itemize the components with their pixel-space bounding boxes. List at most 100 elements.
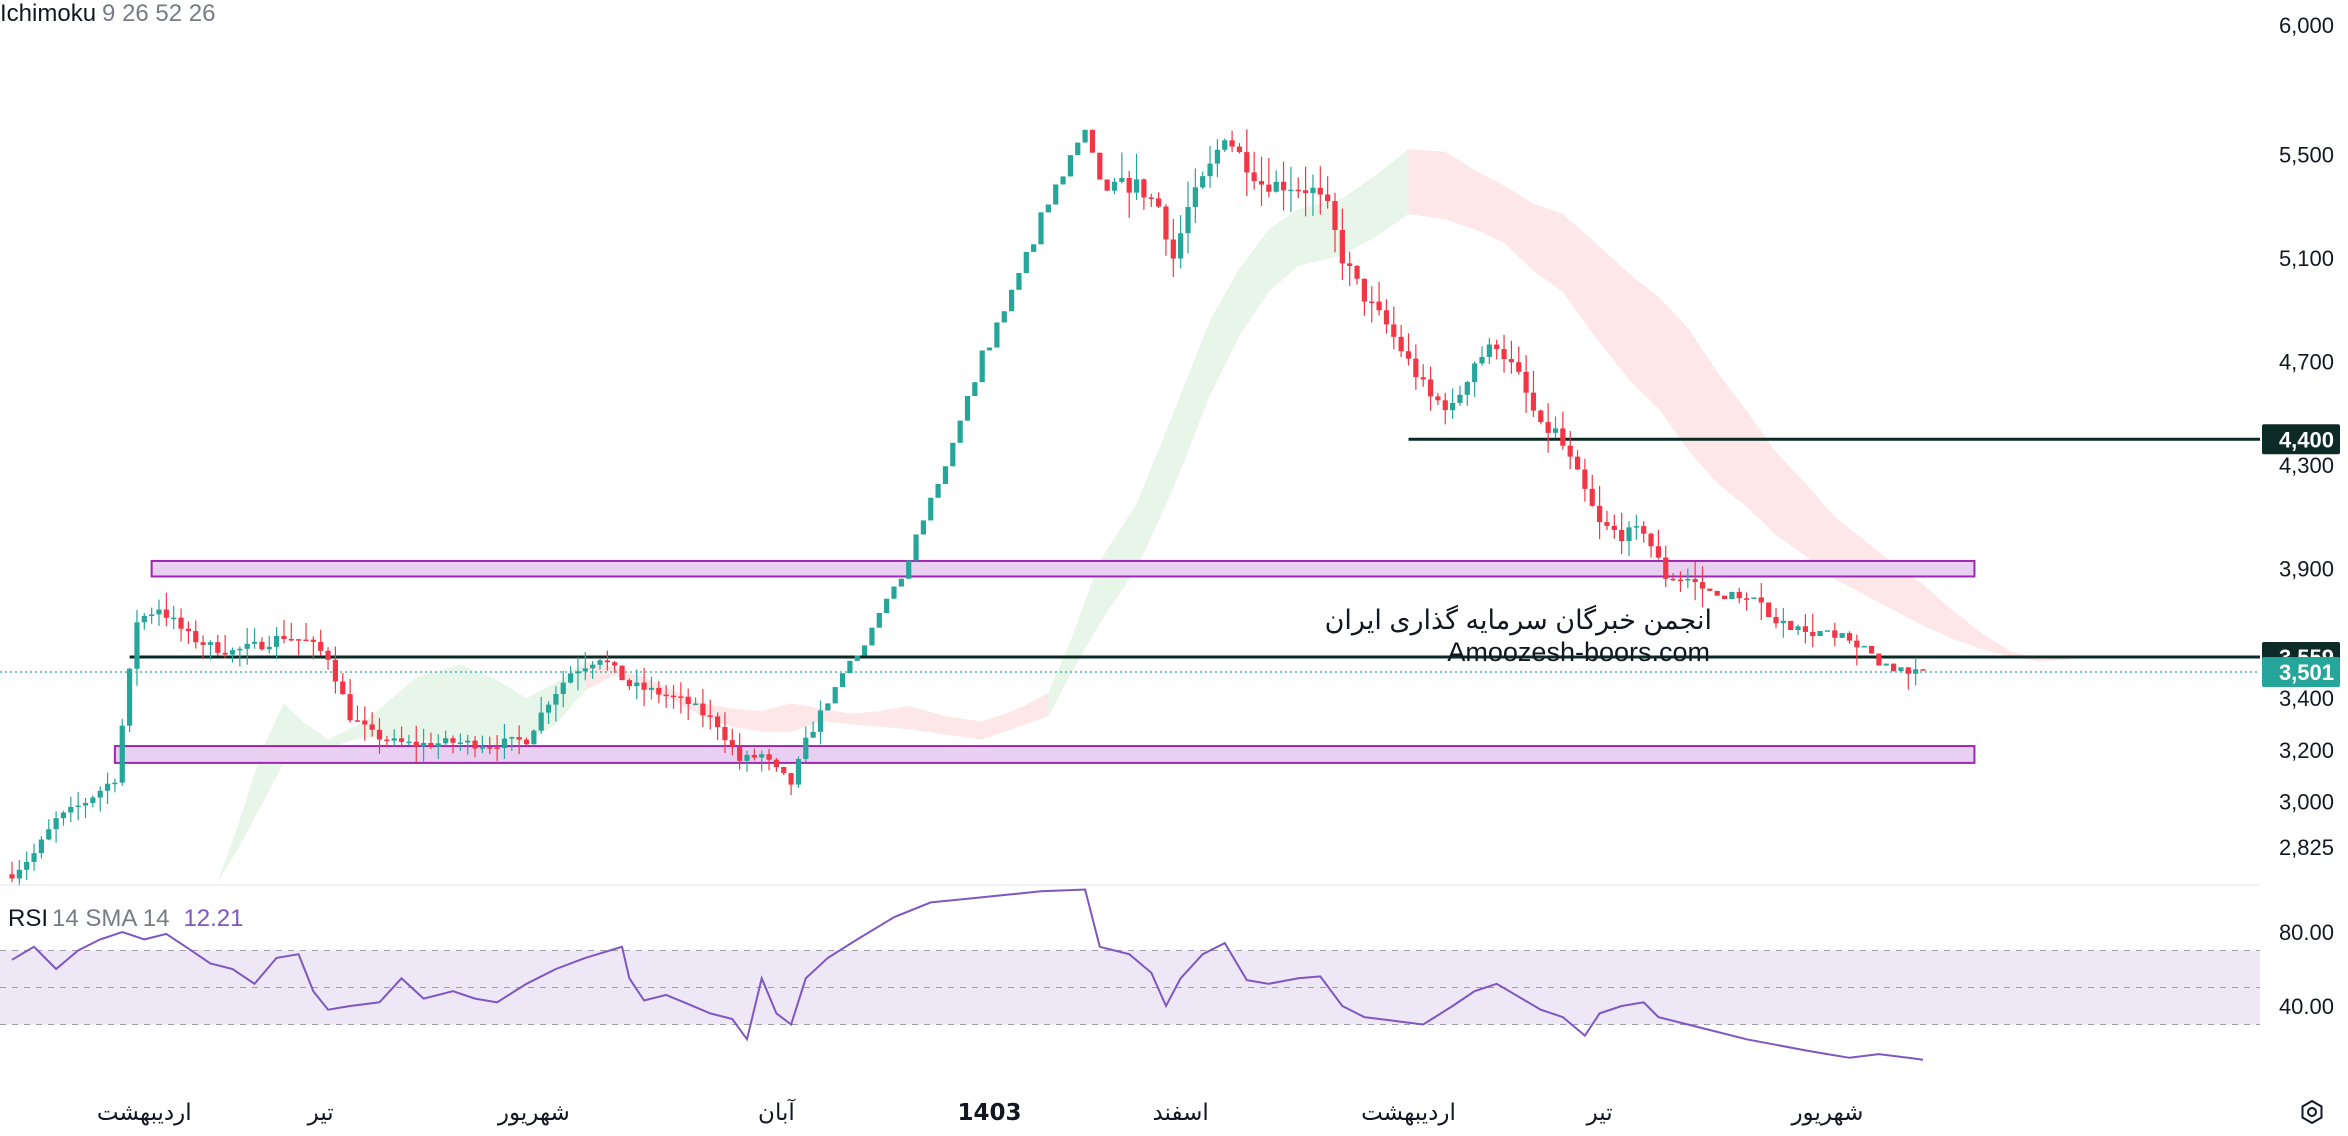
candle bbox=[700, 688, 706, 728]
candle-body bbox=[1479, 356, 1485, 364]
badge-level-high: 4,400 bbox=[2262, 424, 2340, 455]
candle-body bbox=[1802, 626, 1808, 632]
candle-body bbox=[1185, 206, 1191, 234]
candle-body bbox=[876, 612, 882, 628]
candle-body bbox=[1222, 140, 1228, 150]
candle bbox=[171, 605, 177, 630]
candle bbox=[759, 750, 765, 772]
candle-body bbox=[266, 646, 272, 650]
candle-body bbox=[1266, 184, 1272, 192]
time-axis[interactable]: اردیبهشت تیر شهریور آبان 1403 اسفند اردیبهشت تی… bbox=[97, 1098, 1864, 1126]
candle bbox=[626, 678, 632, 691]
candle bbox=[979, 350, 985, 383]
candle-body bbox=[707, 715, 713, 717]
candle bbox=[501, 723, 508, 759]
candle bbox=[1119, 152, 1125, 184]
candle bbox=[545, 701, 552, 724]
indicator-name: Ichimoku bbox=[0, 0, 97, 27]
candle-body bbox=[185, 628, 191, 632]
candle-body bbox=[1251, 172, 1257, 182]
candle-body bbox=[648, 687, 655, 690]
candle-body bbox=[1876, 653, 1882, 666]
candle bbox=[751, 748, 757, 761]
candle-body bbox=[1810, 631, 1816, 637]
rsi-legend[interactable]: RSI 14 SMA 14 12.21 bbox=[8, 905, 244, 933]
candle bbox=[906, 560, 912, 579]
candle bbox=[656, 680, 662, 704]
candle-body bbox=[1001, 311, 1007, 323]
candle-body bbox=[1435, 396, 1441, 401]
candle bbox=[825, 703, 831, 711]
candle-body bbox=[1339, 230, 1345, 264]
candle-body bbox=[97, 790, 103, 798]
candle-body bbox=[1891, 663, 1897, 672]
candle-body bbox=[1611, 525, 1617, 530]
candle bbox=[413, 725, 419, 763]
candle bbox=[134, 610, 140, 686]
time-tick-label: اسفند bbox=[1152, 1100, 1208, 1126]
candle bbox=[964, 396, 971, 421]
candle-body bbox=[46, 829, 52, 840]
candle bbox=[1398, 325, 1404, 357]
candle-body bbox=[1773, 617, 1779, 624]
candle-body bbox=[1457, 394, 1463, 403]
candle-body bbox=[303, 639, 309, 642]
badge-last-price-label: 3,501 bbox=[2279, 660, 2334, 685]
candle-body bbox=[75, 805, 81, 808]
candle bbox=[509, 736, 515, 751]
price-tick-label: 3,400 bbox=[2279, 686, 2334, 711]
candle-body bbox=[1574, 456, 1581, 470]
candle-body bbox=[479, 747, 485, 749]
cloud-segment-1 bbox=[585, 661, 1049, 740]
zone-0 bbox=[150, 559, 1976, 578]
candle bbox=[685, 688, 691, 721]
candle bbox=[1427, 366, 1434, 411]
candle-body bbox=[134, 622, 140, 669]
candle-body bbox=[1641, 526, 1647, 534]
candle bbox=[1222, 138, 1228, 153]
candle-body bbox=[862, 645, 868, 656]
candle-body bbox=[538, 712, 544, 731]
candle bbox=[1913, 657, 1919, 686]
candle-body bbox=[318, 641, 324, 651]
candle bbox=[1192, 168, 1198, 223]
badge-level-high-label: 4,400 bbox=[2279, 427, 2334, 452]
candle bbox=[1163, 204, 1169, 256]
candle bbox=[406, 734, 412, 746]
candle-body bbox=[1310, 187, 1316, 194]
candle bbox=[604, 650, 610, 671]
candle-body bbox=[1200, 176, 1206, 188]
candle bbox=[1699, 566, 1706, 608]
candle-body bbox=[1699, 582, 1706, 589]
candle bbox=[68, 796, 74, 823]
candle-body bbox=[1582, 469, 1588, 489]
candle bbox=[1405, 333, 1412, 366]
candle bbox=[942, 466, 949, 484]
settings-icon[interactable] bbox=[2298, 1098, 2326, 1126]
candle bbox=[332, 646, 338, 694]
watermark: انجمن خبرگان سرمایه گذاری ایران Amoozesh… bbox=[1200, 604, 1712, 668]
candle-body bbox=[237, 648, 243, 651]
candle bbox=[1111, 177, 1118, 195]
candle-body bbox=[1332, 201, 1338, 231]
candle-body bbox=[1868, 645, 1875, 654]
candle bbox=[582, 652, 588, 681]
time-tick-label: شهریور bbox=[497, 1100, 570, 1126]
candle bbox=[1089, 129, 1096, 153]
candle-body bbox=[884, 598, 890, 613]
candle bbox=[1479, 346, 1485, 366]
candle bbox=[266, 635, 272, 654]
candle-body bbox=[1538, 410, 1544, 423]
main-indicator-legend[interactable]: Ichimoku 9 26 52 26 bbox=[0, 0, 215, 28]
candle bbox=[920, 520, 926, 535]
candle bbox=[1523, 355, 1529, 413]
candle-body bbox=[332, 659, 338, 682]
candle-body bbox=[766, 754, 772, 760]
horizontal-levels[interactable] bbox=[0, 437, 2260, 673]
candle bbox=[494, 735, 500, 762]
candle-body bbox=[1766, 602, 1772, 618]
price-axis[interactable]: 6,000 5,500 5,100 4,700 4,300 3,900 3,400 3,200… bbox=[2279, 13, 2334, 860]
candle bbox=[82, 797, 89, 819]
